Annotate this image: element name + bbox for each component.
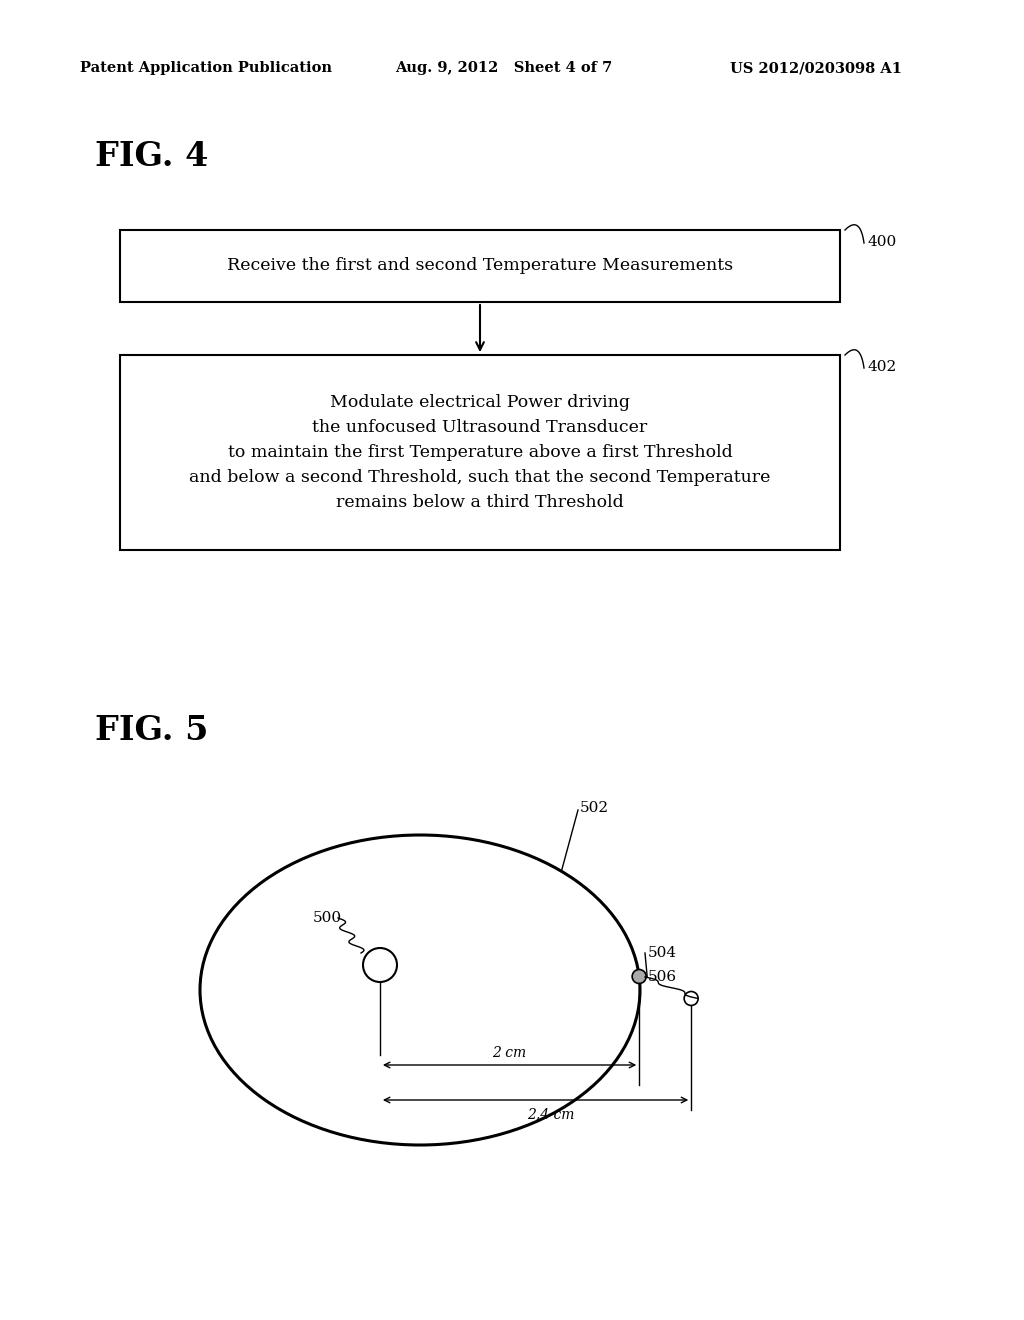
- Ellipse shape: [200, 836, 640, 1144]
- Bar: [120, 230, 840, 302]
- Text: Receive the first and second Temperature Measurements: Receive the first and second Temperature…: [227, 257, 733, 275]
- Text: 500: 500: [313, 911, 342, 925]
- Bar: [120, 355, 840, 550]
- Text: 2 cm: 2 cm: [493, 1045, 526, 1060]
- Text: 402: 402: [867, 360, 896, 374]
- Circle shape: [632, 969, 646, 983]
- Text: FIG. 4: FIG. 4: [95, 140, 208, 173]
- Text: US 2012/0203098 A1: US 2012/0203098 A1: [730, 61, 902, 75]
- Circle shape: [684, 991, 698, 1006]
- Circle shape: [362, 948, 397, 982]
- Text: 504: 504: [648, 946, 677, 960]
- Text: Patent Application Publication: Patent Application Publication: [80, 61, 332, 75]
- Text: 2,4 cm: 2,4 cm: [527, 1107, 574, 1121]
- Text: FIG. 5: FIG. 5: [95, 714, 208, 747]
- Text: 502: 502: [580, 801, 609, 814]
- Text: 400: 400: [867, 235, 896, 249]
- Text: 506: 506: [648, 970, 677, 983]
- Text: Modulate electrical Power driving
the unfocused Ultrasound Transducer
to maintai: Modulate electrical Power driving the un…: [189, 395, 771, 511]
- Text: Aug. 9, 2012   Sheet 4 of 7: Aug. 9, 2012 Sheet 4 of 7: [395, 61, 612, 75]
